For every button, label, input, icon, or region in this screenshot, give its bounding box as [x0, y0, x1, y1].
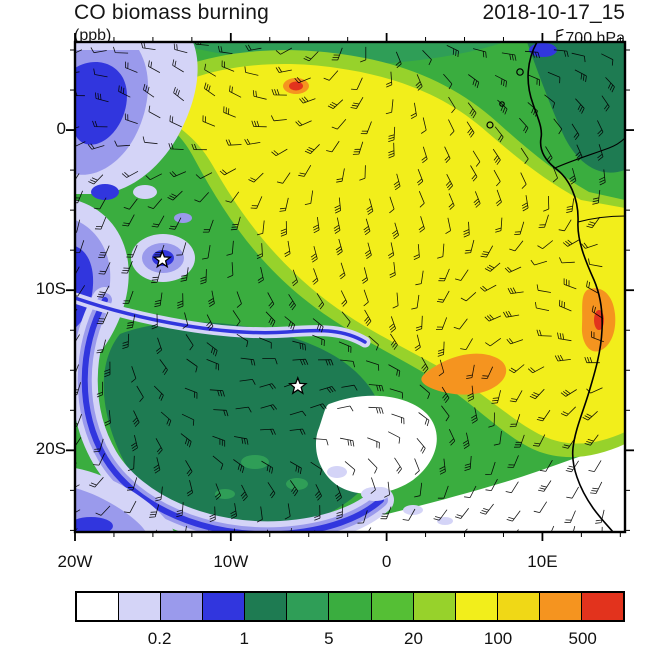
y-tick-label: 20S: [35, 439, 66, 459]
x-tick-label: 20W: [57, 552, 93, 571]
contour-region-nw-blue-core: [75, 62, 127, 145]
colorbar-cell: [455, 593, 498, 620]
colorbar-tick-label: 1: [239, 629, 249, 648]
colorbar: [75, 591, 625, 622]
contour-region-gyre-darkgreen: [103, 322, 385, 532]
country-border: [554, 137, 625, 169]
colorbar-cell: [203, 593, 246, 620]
contour-region-west-blue-spot: [91, 184, 119, 200]
x-tick-label: 0: [381, 552, 392, 571]
colorbar-cell: [497, 593, 540, 620]
plot-frame: [73, 40, 627, 534]
contour-region-white-zone-speckle-3: [403, 505, 423, 515]
colorbar-cell: [413, 593, 456, 620]
island-outline: [486, 121, 494, 129]
colorbar-tick-label: 100: [483, 629, 513, 648]
contour-region-land-north-darkgreen: [527, 42, 625, 173]
contour-field: [75, 42, 625, 532]
plot-title: CO biomass burning: [74, 1, 270, 24]
contour-region-top-band-seagreen: [171, 42, 505, 65]
station-star-marker: [152, 249, 173, 269]
colorbar-cell: [329, 593, 372, 620]
y-tick-label: 0: [56, 119, 66, 139]
contour-region-gyre-ring-blue: [81, 297, 384, 532]
contour-region-plume-core-yellow: [145, 64, 625, 444]
contour-region-white-zone-speckle-4: [437, 517, 453, 525]
contour-region-orange-streak-central: [421, 353, 507, 395]
colorbar-cell: [119, 593, 162, 620]
contour-region-red-spot-north: [289, 81, 303, 91]
country-border: [577, 215, 625, 223]
island-outline: [516, 68, 524, 76]
colorbar-cell: [77, 593, 120, 620]
colorbar-cell: [539, 593, 582, 620]
contour-region-sw-corner-blue: [75, 517, 113, 532]
x-tick-label: 10W: [213, 552, 249, 571]
island-outline: [499, 101, 505, 107]
colorbar-tick-label: 0.2: [147, 629, 172, 648]
y-tick-label: 10S: [35, 279, 66, 299]
contour-region-gyre-mottle-1: [241, 455, 269, 469]
colorbar-tick-label: 500: [568, 629, 597, 648]
contour-region-speckle-lavender-1: [133, 185, 157, 199]
colorbar-cell: [581, 593, 624, 620]
plot-units-label: (ppb): [74, 27, 112, 44]
colorbar-cell: [371, 593, 414, 620]
wind-barbs-layer: [75, 42, 615, 532]
contour-region-speckle-periwinkle-2: [174, 213, 192, 223]
contour-region-white-zone-speckle-1: [327, 466, 347, 478]
contour-region-clean-pocket-white: [315, 395, 437, 494]
colorbar-cell: [287, 593, 330, 620]
contour-region-white-zone-speckle-2: [361, 487, 389, 501]
colorbar-tick-label: 5: [324, 629, 334, 648]
station-star-marker: [287, 375, 308, 395]
colorbar-tick-label: 20: [403, 629, 423, 648]
colorbar-cell: [245, 593, 288, 620]
plot-timestamp: 2018-10-17_15: [482, 1, 625, 24]
x-tick-label: 10E: [527, 552, 558, 571]
colorbar-cell: [161, 593, 204, 620]
contour-region-shear-line-blue: [75, 296, 367, 344]
contour-region-gyre-mottle-2: [286, 478, 308, 490]
